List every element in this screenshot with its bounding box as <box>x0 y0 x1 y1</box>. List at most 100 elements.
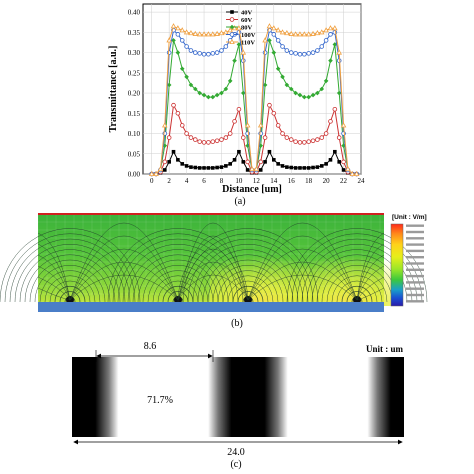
data-point <box>205 31 212 37</box>
data-point <box>206 94 211 100</box>
data-point <box>275 66 281 72</box>
data-point <box>193 165 198 170</box>
field-line <box>142 265 214 303</box>
data-point <box>229 24 235 30</box>
data-point <box>244 122 251 128</box>
transmittance-strip <box>72 357 404 437</box>
x-axis-label: Distance [um] <box>222 184 282 195</box>
data-point <box>202 166 206 170</box>
series-group <box>148 23 360 177</box>
data-point <box>319 135 325 140</box>
legend-item: 80V <box>226 24 253 31</box>
colorbar-tick <box>406 287 424 290</box>
data-point <box>240 90 246 96</box>
field-line <box>162 285 194 303</box>
data-point <box>231 25 238 31</box>
data-point <box>288 86 294 92</box>
data-point <box>284 82 290 88</box>
data-point <box>289 165 294 170</box>
data-point <box>236 106 242 112</box>
data-point <box>267 149 272 154</box>
data-point <box>240 135 246 140</box>
legend-label: 110V <box>241 39 255 46</box>
data-point <box>210 94 216 100</box>
data-point <box>298 166 302 170</box>
y-axis-label: Transmittance [a.u.] <box>108 46 119 133</box>
data-point <box>166 50 172 55</box>
data-point <box>341 168 346 172</box>
data-point <box>332 25 338 31</box>
data-point <box>271 32 277 37</box>
data-point <box>324 162 328 166</box>
data-point <box>232 119 237 124</box>
data-point <box>323 27 329 33</box>
x-tick-label: 6 <box>202 177 206 185</box>
legend-label: 80V <box>241 24 253 31</box>
data-point <box>272 158 276 162</box>
data-point <box>157 165 164 172</box>
data-point <box>284 48 290 53</box>
data-point <box>253 165 260 172</box>
hot-region-left <box>210 250 310 306</box>
field-line <box>227 280 269 303</box>
field-line <box>54 285 86 303</box>
data-point <box>206 51 211 57</box>
data-point <box>328 58 333 63</box>
x-tick-label: 24 <box>358 177 366 185</box>
panel-label-b: (b) <box>231 318 243 329</box>
data-point <box>337 160 341 164</box>
colorbar-title: [Unit : V/m] <box>392 214 427 221</box>
data-point <box>210 166 215 170</box>
field-line <box>152 275 204 303</box>
data-point <box>227 78 233 84</box>
data-point <box>293 51 298 56</box>
colorbar-tick <box>406 224 424 227</box>
data-point <box>237 149 241 154</box>
colorbar-tick <box>406 274 424 278</box>
data-point <box>297 31 303 37</box>
data-point <box>271 110 277 116</box>
data-point <box>310 50 316 55</box>
data-point <box>179 38 185 43</box>
data-point <box>306 139 311 144</box>
legend-item: 100V <box>226 32 256 39</box>
legend-label: 40V <box>241 9 253 16</box>
y-tick-label: 0.35 <box>128 29 141 37</box>
data-point <box>232 58 237 63</box>
colorbar-tick <box>406 237 424 240</box>
data-point <box>162 159 168 165</box>
field-line <box>122 244 234 303</box>
data-point <box>323 38 329 43</box>
data-point <box>280 74 285 80</box>
data-point <box>275 27 281 33</box>
colorbar <box>390 223 404 307</box>
y-tick-label: 0.20 <box>128 90 141 98</box>
data-point <box>193 86 198 92</box>
data-point <box>171 149 176 154</box>
data-point <box>271 50 277 55</box>
data-point <box>201 51 207 57</box>
data-point <box>341 159 346 165</box>
field-line <box>247 261 358 301</box>
data-point <box>302 94 307 100</box>
data-point <box>192 30 199 36</box>
data-point <box>197 139 202 144</box>
field-line <box>44 275 96 303</box>
data-point <box>293 166 298 170</box>
data-point <box>188 29 194 36</box>
field-line <box>157 280 199 303</box>
total-width-label: 24.0 <box>227 447 245 458</box>
data-point <box>206 166 211 170</box>
data-point <box>229 32 235 37</box>
data-point <box>327 25 334 31</box>
field-line <box>59 291 81 303</box>
x-tick-label: 8 <box>220 177 224 185</box>
data-point <box>262 37 268 43</box>
data-point <box>310 30 316 36</box>
field-line <box>147 270 209 303</box>
field-line <box>346 291 368 303</box>
colorbar-tick <box>406 268 424 271</box>
data-point <box>206 140 211 145</box>
field-line <box>212 265 284 303</box>
colorbar-tick <box>406 243 424 246</box>
